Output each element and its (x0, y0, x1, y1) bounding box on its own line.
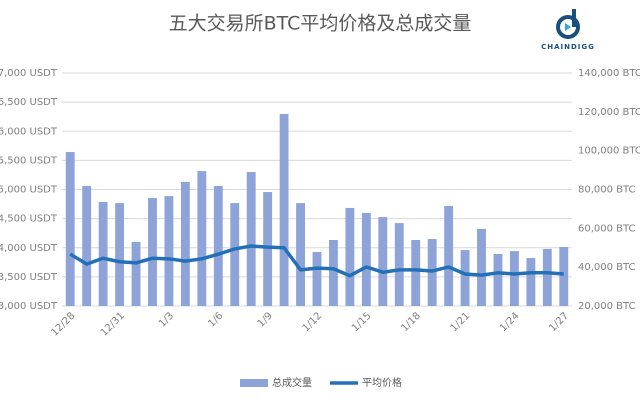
bar (444, 206, 454, 306)
bar (361, 212, 371, 306)
y2-tick-label: 100,000 BTC (578, 146, 640, 157)
bar (65, 152, 75, 306)
x-tick-label: 1/3 (157, 310, 176, 329)
x-tick-label: 12/28 (49, 310, 77, 338)
x-tick-label: 12/31 (99, 310, 127, 338)
bar (180, 181, 190, 306)
bar (559, 246, 569, 306)
bar (526, 258, 536, 306)
y2-tick-label: 80,000 BTC (578, 185, 636, 196)
bar (98, 201, 108, 306)
bar (378, 217, 388, 306)
bar (296, 203, 305, 306)
bar (263, 192, 273, 306)
y-tick-label: 3,500 USDT (0, 272, 58, 283)
x-tick-label: 1/24 (498, 310, 522, 334)
bar (542, 248, 552, 306)
y2-tick-label: 20,000 BTC (578, 301, 636, 312)
bar (394, 223, 404, 306)
y2-tick-label: 140,000 BTC (578, 68, 640, 79)
x-tick-label: 1/12 (301, 310, 325, 334)
bar (164, 196, 174, 306)
logo-text: CHAINDIGG (541, 43, 595, 51)
y2-tick-label: 40,000 BTC (578, 262, 636, 273)
y-tick-label: 6,500 USDT (0, 97, 58, 108)
legend-swatch (240, 379, 268, 387)
bar (246, 172, 256, 306)
bar (477, 228, 486, 306)
bar (115, 203, 125, 306)
bar (460, 250, 470, 306)
bar (509, 251, 519, 306)
y-tick-label: 5,500 USDT (0, 155, 58, 166)
y-tick-label: 4,500 USDT (0, 214, 58, 225)
y-tick-label: 6,000 USDT (0, 126, 58, 137)
logo-play (565, 23, 571, 31)
bar (213, 186, 223, 306)
legend-label: 平均价格 (362, 376, 402, 389)
x-tick-label: 1/18 (399, 310, 423, 334)
legend-label: 总成交量 (272, 376, 312, 389)
bar (230, 203, 240, 306)
bar (279, 113, 289, 306)
x-tick-label: 1/27 (547, 310, 571, 334)
chart-title: 五大交易所BTC平均价格及总成交量 (169, 13, 472, 35)
logo: CHAINDIGG (541, 9, 595, 51)
x-tick-label: 1/15 (350, 310, 374, 334)
bar (148, 198, 157, 306)
bar (197, 171, 207, 306)
y2-tick-label: 120,000 BTC (578, 107, 640, 118)
y-tick-label: 3,000 USDT (0, 301, 58, 312)
line (69, 244, 564, 278)
logo-stem (572, 9, 576, 27)
bar (329, 239, 338, 306)
y2-tick-label: 60,000 BTC (578, 223, 636, 234)
bar (411, 239, 421, 306)
x-tick-label: 1/21 (449, 310, 473, 334)
x-tick-label: 1/6 (206, 310, 225, 329)
x-tick-label: 1/9 (256, 310, 275, 329)
bar (345, 207, 355, 306)
logo-ring (556, 15, 580, 39)
bar (493, 253, 503, 306)
y-tick-label: 4,000 USDT (0, 243, 58, 254)
y-tick-label: 5,000 USDT (0, 185, 58, 196)
bar (131, 241, 141, 306)
bar (312, 252, 322, 306)
bar (82, 186, 92, 306)
y-tick-label: 7,000 USDT (0, 68, 58, 79)
